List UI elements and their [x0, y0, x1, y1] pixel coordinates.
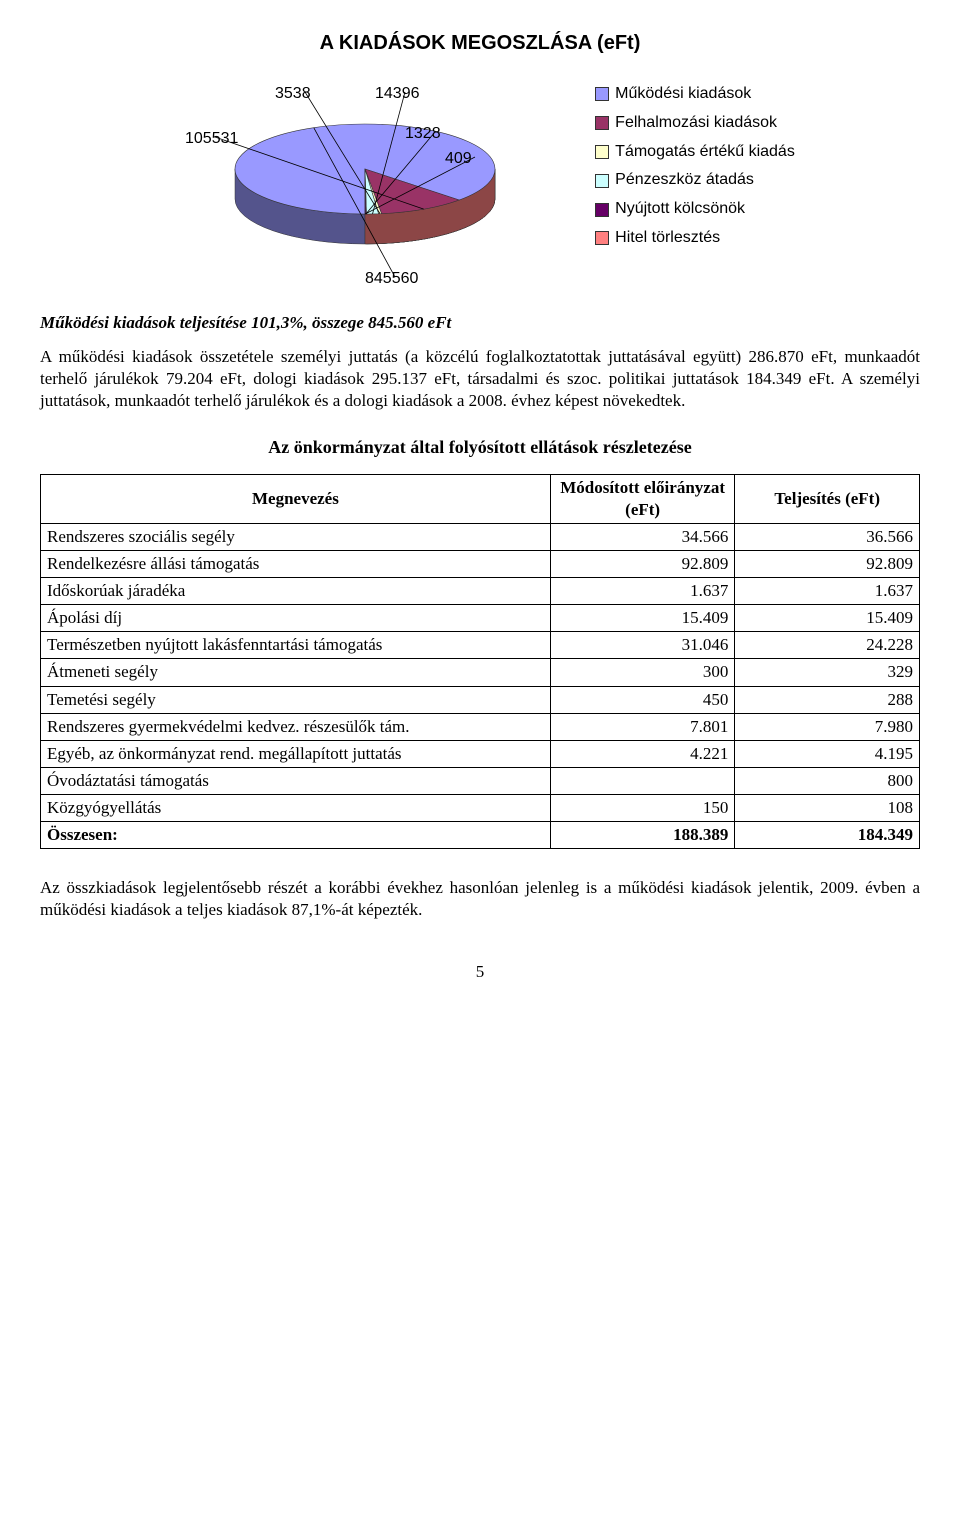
chart-value-label: 105531: [185, 130, 238, 147]
total-value: 184.349: [735, 821, 920, 848]
table-row: Időskorúak járadéka1.6371.637: [41, 578, 920, 605]
cell-value: 4.195: [735, 740, 920, 767]
cell-value: 108: [735, 794, 920, 821]
cell-value: 150: [550, 794, 735, 821]
table-total-row: Összesen:188.389184.349: [41, 821, 920, 848]
legend-swatch: [595, 145, 609, 159]
cell-value: 15.409: [735, 605, 920, 632]
legend-label: Pénzeszköz átadás: [615, 170, 754, 191]
cell-value: 7.980: [735, 713, 920, 740]
legend-label: Nyújtott kölcsönök: [615, 199, 745, 220]
table-row: Természetben nyújtott lakásfenntartási t…: [41, 632, 920, 659]
table-row: Óvodáztatási támogatás 800: [41, 767, 920, 794]
total-label: Összesen:: [41, 821, 551, 848]
legend-swatch: [595, 203, 609, 217]
cell-value: 300: [550, 659, 735, 686]
cell-value: 4.221: [550, 740, 735, 767]
chart-title: A KIADÁSOK MEGOSZLÁSA (eFt): [40, 30, 920, 56]
chart-value-label: 845560: [365, 270, 418, 284]
cell-value: 329: [735, 659, 920, 686]
cell-value: 450: [550, 686, 735, 713]
cell-name: Rendszeres gyermekvédelmi kedvez. részes…: [41, 713, 551, 740]
chart-value-label: 3538: [275, 85, 311, 102]
cell-name: Temetési segély: [41, 686, 551, 713]
paragraph-3: Az összkiadások legjelentősebb részét a …: [40, 877, 920, 921]
legend-swatch: [595, 231, 609, 245]
legend-item: Felhalmozási kiadások: [595, 113, 795, 134]
cell-value: 1.637: [550, 578, 735, 605]
cell-name: Rendszeres szociális segély: [41, 523, 551, 550]
legend-label: Felhalmozási kiadások: [615, 113, 777, 134]
legend-swatch: [595, 174, 609, 188]
col-header-actual: Teljesítés (eFt): [735, 474, 920, 523]
page-number: 5: [40, 961, 920, 983]
cell-name: Egyéb, az önkormányzat rend. megállapíto…: [41, 740, 551, 767]
table-row: Rendszeres szociális segély34.56636.566: [41, 523, 920, 550]
cell-value: 1.637: [735, 578, 920, 605]
cell-value: 92.809: [735, 551, 920, 578]
cell-name: Időskorúak járadéka: [41, 578, 551, 605]
cell-value: 15.409: [550, 605, 735, 632]
chart-legend: Működési kiadások Felhalmozási kiadások Tá…: [595, 74, 795, 284]
legend-item: Pénzeszköz átadás: [595, 170, 795, 191]
cell-name: Természetben nyújtott lakásfenntartási t…: [41, 632, 551, 659]
cell-value: 24.228: [735, 632, 920, 659]
table-row: Temetési segély450288: [41, 686, 920, 713]
pie-chart: 3538 14396 105531 1328409 845560: [165, 74, 565, 284]
legend-item: Nyújtott kölcsönök: [595, 199, 795, 220]
cell-value: 800: [735, 767, 920, 794]
cell-value: 36.566: [735, 523, 920, 550]
legend-item: Támogatás értékű kiadás: [595, 142, 795, 163]
cell-value: 34.566: [550, 523, 735, 550]
cell-name: Ápolási díj: [41, 605, 551, 632]
chart-value-label: 14396: [375, 85, 420, 102]
legend-label: Támogatás értékű kiadás: [615, 142, 795, 163]
cell-name: Óvodáztatási támogatás: [41, 767, 551, 794]
chart-value-label: 1328: [405, 125, 441, 142]
table-heading: Az önkormányzat által folyósított ellátá…: [40, 436, 920, 459]
legend-swatch: [595, 87, 609, 101]
cell-value: 92.809: [550, 551, 735, 578]
chart-container: 3538 14396 105531 1328409 845560 Működési ki…: [40, 74, 920, 284]
cell-name: Rendelkezésre állási támogatás: [41, 551, 551, 578]
cell-value: [550, 767, 735, 794]
benefits-table: Megnevezés Módosított előirányzat (eFt) …: [40, 474, 920, 849]
paragraph-1: Működési kiadások teljesítése 101,3%, ös…: [40, 312, 920, 334]
table-row: Egyéb, az önkormányzat rend. megállapíto…: [41, 740, 920, 767]
col-header-budget: Módosított előirányzat (eFt): [550, 474, 735, 523]
cell-value: 31.046: [550, 632, 735, 659]
cell-name: Közgyógyellátás: [41, 794, 551, 821]
legend-item: Hitel törlesztés: [595, 228, 795, 249]
table-row: Rendszeres gyermekvédelmi kedvez. részes…: [41, 713, 920, 740]
total-value: 188.389: [550, 821, 735, 848]
cell-value: 288: [735, 686, 920, 713]
legend-label: Hitel törlesztés: [615, 228, 720, 249]
legend-swatch: [595, 116, 609, 130]
legend-label: Működési kiadások: [615, 84, 751, 105]
col-header-name: Megnevezés: [41, 474, 551, 523]
cell-name: Átmeneti segély: [41, 659, 551, 686]
legend-item: Működési kiadások: [595, 84, 795, 105]
table-row: Átmeneti segély300329: [41, 659, 920, 686]
table-row: Rendelkezésre állási támogatás92.80992.8…: [41, 551, 920, 578]
chart-value-label: 409: [445, 150, 472, 167]
table-row: Ápolási díj15.40915.409: [41, 605, 920, 632]
table-row: Közgyógyellátás150108: [41, 794, 920, 821]
cell-value: 7.801: [550, 713, 735, 740]
paragraph-2: A működési kiadások összetétele személyi…: [40, 346, 920, 412]
